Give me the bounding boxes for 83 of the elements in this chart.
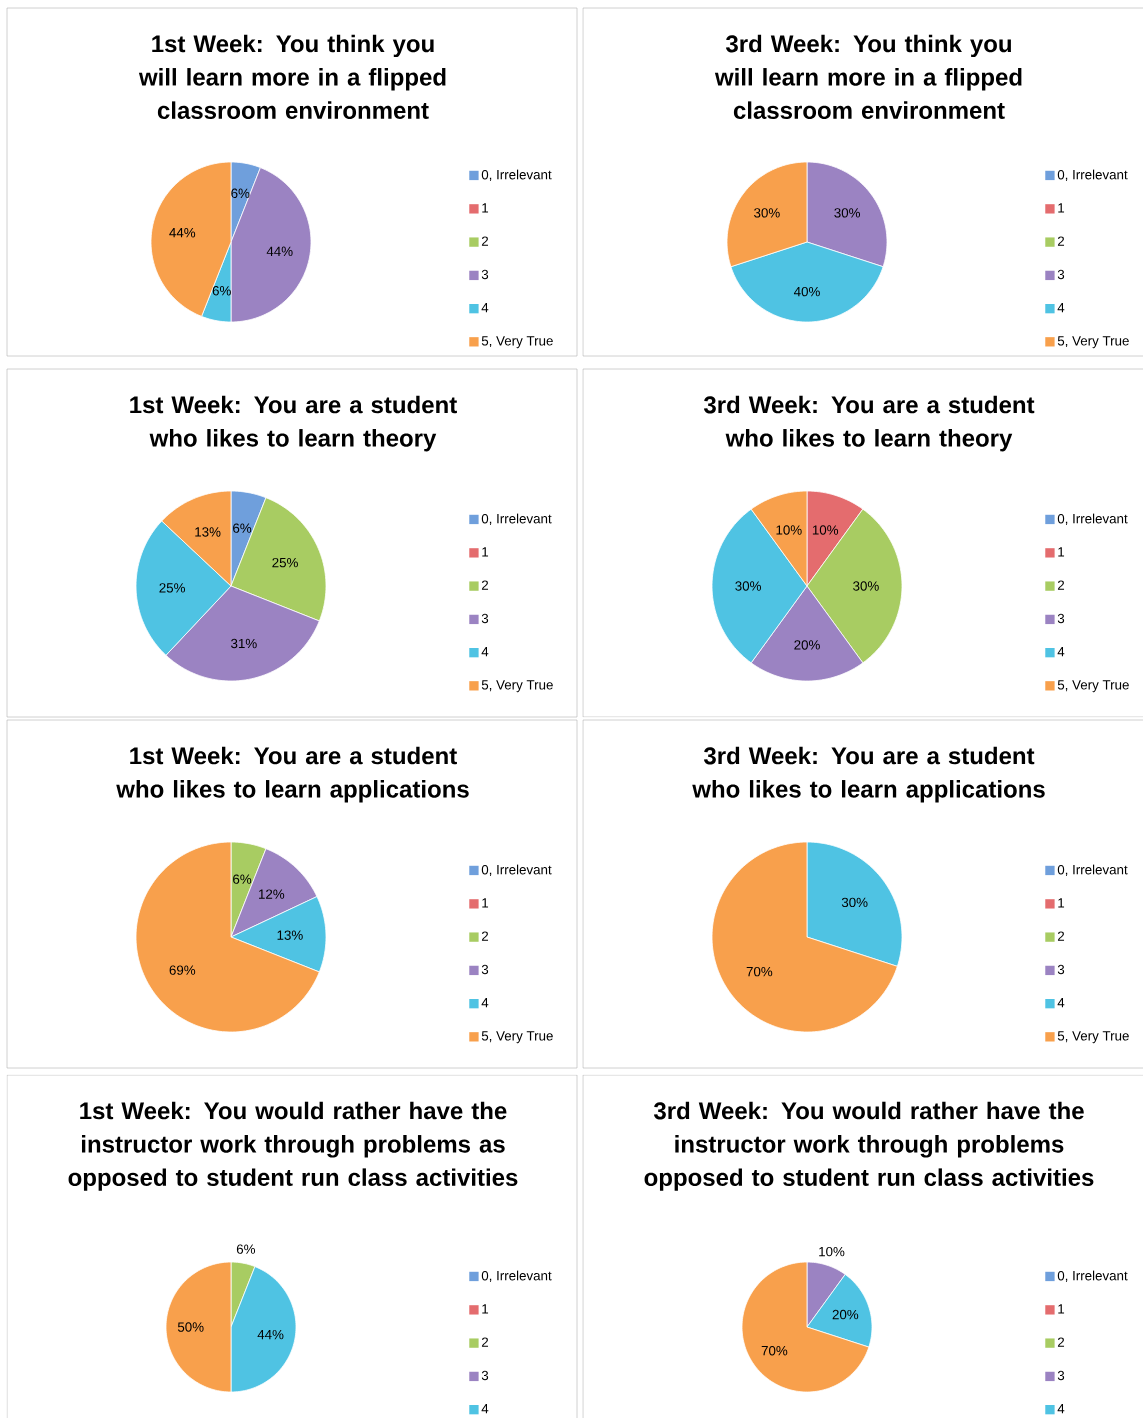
legend-label: 1 xyxy=(482,898,489,908)
data-label: 25% xyxy=(272,557,298,568)
legend-label: 2 xyxy=(1057,580,1065,590)
legend-label: 4 xyxy=(481,1404,489,1414)
legend-label: 3 xyxy=(1057,964,1065,975)
legend-label: 2 xyxy=(1057,236,1065,246)
legend-label: 4 xyxy=(1057,303,1065,313)
data-label: 31% xyxy=(231,638,257,649)
data-label: 10% xyxy=(776,525,802,535)
data-label: 6% xyxy=(236,1244,256,1254)
chart-title: 1st Week: You are a student who likes to learn applications xyxy=(116,746,469,803)
legend-label: 2 xyxy=(481,580,489,590)
legend-label: 1 xyxy=(1058,1304,1065,1314)
legend-label: 1 xyxy=(1058,547,1065,557)
data-label: 6% xyxy=(212,286,231,296)
legend-label: 4 xyxy=(1057,647,1065,657)
legend-label: 1 xyxy=(482,547,489,557)
legend-label: 1 xyxy=(1058,203,1065,213)
legend-label: 3 xyxy=(481,613,489,624)
legend-label: 3 xyxy=(1057,269,1065,280)
data-label: 25% xyxy=(159,583,186,593)
legend-label: 5, Very True xyxy=(1057,680,1129,693)
legend-label: 2 xyxy=(481,236,489,246)
legend-label: 1 xyxy=(1058,898,1065,908)
legend-label: 0, Irrelevant xyxy=(481,513,552,525)
data-label: 20% xyxy=(832,1309,859,1320)
legend-label: 0, Irrelevant xyxy=(481,864,552,876)
legend-label: 1 xyxy=(482,203,489,213)
data-label: 12% xyxy=(259,889,285,899)
legend-label: 3 xyxy=(481,964,489,975)
legend-label: 2 xyxy=(481,1337,489,1347)
data-label: 30% xyxy=(834,208,861,218)
legend-label: 5, Very True xyxy=(481,336,553,349)
data-label: 70% xyxy=(746,966,773,977)
data-label: 70% xyxy=(761,1345,788,1356)
chart-title: 3rd Week: You are a student who likes to learn applications xyxy=(692,746,1045,803)
data-label: 20% xyxy=(794,640,820,650)
chart-title: 1st Week: You think you will learn more in a flipped classroom environment xyxy=(138,34,446,119)
data-label: 10% xyxy=(812,525,839,535)
data-label: 44% xyxy=(169,228,196,238)
data-label: 69% xyxy=(169,965,196,975)
chart-title: 3rd Week: You would rather have the instructor work through problems opposed to student run class activities xyxy=(644,1101,1094,1191)
legend-label: 1 xyxy=(482,1304,489,1314)
data-label: 40% xyxy=(793,286,820,297)
data-label: 6% xyxy=(233,523,252,533)
legend-label: 2 xyxy=(1057,931,1065,941)
legend-label: 5, Very True xyxy=(1057,1031,1129,1044)
legend-label: 3 xyxy=(481,1370,489,1381)
legend-label: 0, Irrelevant xyxy=(481,169,552,181)
legend-label: 4 xyxy=(1057,1404,1065,1414)
chart-title: 3rd Week: You think you will learn more in a flipped classroom environment xyxy=(714,34,1022,119)
legend-label: 5, Very True xyxy=(481,680,553,693)
data-label: 30% xyxy=(853,581,879,591)
data-label: 13% xyxy=(277,930,303,940)
chart-title: 1st Week: You are a student who likes to learn theory xyxy=(130,395,457,452)
data-label: 50% xyxy=(177,1322,204,1332)
legend-label: 0, Irrelevant xyxy=(1057,1270,1128,1282)
legend-label: 3 xyxy=(481,269,489,280)
legend-label: 0, Irrelevant xyxy=(1057,513,1128,525)
legend-label: 0, Irrelevant xyxy=(1057,169,1128,181)
legend-label: 3 xyxy=(1057,613,1065,624)
legend-label: 0, Irrelevant xyxy=(1057,864,1128,876)
legend-label: 4 xyxy=(481,998,489,1008)
legend-label: 3 xyxy=(1057,1370,1065,1381)
legend-label: 2 xyxy=(1057,1337,1065,1347)
legend-label: 0, Irrelevant xyxy=(481,1270,552,1282)
chart-title: 1st Week: You would rather have the instructor work through problems as opposed to student run class activities xyxy=(68,1101,518,1191)
legend-label: 5, Very True xyxy=(481,1031,553,1044)
chart-title: 3rd Week: You are a student who likes to learn theory xyxy=(703,395,1035,452)
data-label: 30% xyxy=(754,208,780,218)
data-label: 44% xyxy=(257,1329,284,1340)
legend-label: 4 xyxy=(481,647,489,657)
data-label: 44% xyxy=(266,246,293,256)
legend-label: 4 xyxy=(1057,998,1065,1008)
data-label: 6% xyxy=(233,874,252,884)
data-label: 30% xyxy=(841,897,868,908)
data-label: 13% xyxy=(195,527,221,537)
data-label: 30% xyxy=(735,581,761,591)
data-label: 6% xyxy=(231,188,250,198)
data-label: 10% xyxy=(819,1246,845,1257)
legend-label: 5, Very True xyxy=(1057,336,1129,349)
legend-label: 4 xyxy=(481,303,489,313)
legend-label: 2 xyxy=(481,931,489,941)
